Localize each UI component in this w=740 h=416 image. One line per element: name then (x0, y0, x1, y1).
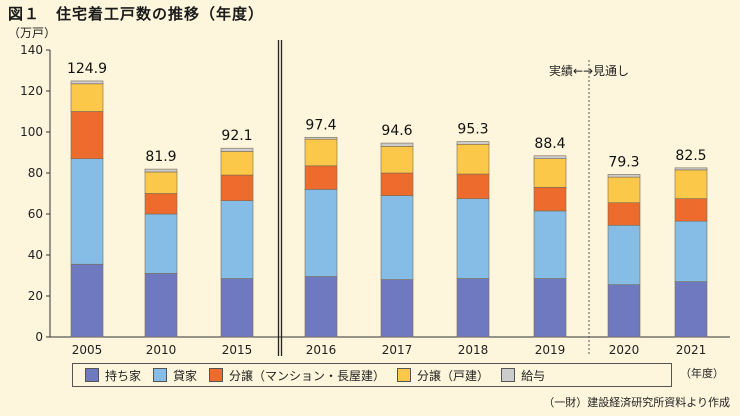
y-axis-unit: （万戸） (8, 26, 57, 40)
bar-segment (607, 224, 641, 286)
bar-segment (70, 158, 104, 265)
bar-segment (144, 168, 178, 173)
legend-swatch (501, 368, 516, 382)
bar-segment (607, 176, 641, 204)
legend-item: 分譲（マンション・長屋建） (209, 367, 385, 384)
bar-segment (304, 276, 338, 338)
total-label: 94.6 (381, 123, 412, 139)
bar-segment (380, 142, 414, 147)
bar-segment (533, 278, 567, 338)
x-axis-unit: （年度） (680, 367, 724, 380)
bar-segment (304, 137, 338, 140)
legend-swatch (85, 368, 99, 382)
chart-title: 図１ 住宅着工戸数の推移（年度） (8, 5, 265, 23)
y-tick-label: 120 (20, 84, 43, 98)
x-tick-label: 2017 (382, 343, 413, 357)
bar-segment (220, 200, 254, 279)
x-tick-label: 2019 (535, 343, 566, 357)
bar-segment (533, 210, 567, 279)
bar-segment (70, 80, 104, 85)
legend-label: 分譲（マンション・長屋建） (229, 368, 386, 383)
legend-item: 持ち家 (85, 367, 141, 384)
y-tick-label: 140 (20, 43, 43, 57)
legend-item: 給与 (501, 367, 545, 384)
bar-segment (220, 278, 254, 338)
bar-segment (674, 198, 708, 222)
y-tick-label: 100 (20, 125, 43, 139)
legend-label: 貸家 (173, 368, 198, 383)
bar-segment (144, 171, 178, 194)
bar-segment (144, 213, 178, 274)
legend-item: 分譲（戸建） (397, 367, 489, 384)
bar-segment (607, 174, 641, 178)
bar-segment (533, 158, 567, 188)
total-label: 79.3 (608, 154, 639, 170)
bar-segment (380, 172, 414, 196)
x-tick-label: 2018 (458, 343, 489, 357)
bar-segment (456, 278, 490, 338)
bar-segment (220, 147, 254, 152)
bar-segment (380, 279, 414, 338)
stacked-bar-chart: 0 20 40 60 80 100 120 140 実績←→見通し 124.9 2005 81.9 2… (20, 40, 730, 357)
bar-segment (456, 173, 490, 199)
bar-segment (674, 169, 708, 199)
bar-segment (70, 111, 104, 159)
bar-segment (456, 141, 490, 145)
legend-label: 持ち家 (105, 368, 142, 383)
y-tick-label: 80 (28, 166, 43, 180)
legend: 持ち家 貸家 分譲（マンション・長屋建） 分譲（戸建） 給与 (72, 363, 672, 387)
x-tick-label: 2010 (146, 343, 177, 357)
bar-segment (607, 284, 641, 338)
total-label: 97.4 (305, 117, 336, 133)
x-tick-label: 2020 (609, 343, 640, 357)
legend-swatch (209, 368, 224, 382)
bar-segment (533, 187, 567, 212)
total-label: 82.5 (675, 148, 706, 164)
total-label: 124.9 (67, 61, 107, 77)
bar-segment (304, 138, 338, 167)
source-note: （一財）建設経済研究所資料より作成 (543, 396, 730, 409)
forecast-label: 実績←→見通し (549, 63, 629, 78)
total-label: 95.3 (457, 122, 488, 138)
x-tick-label: 2021 (676, 343, 707, 357)
y-tick-label: 20 (28, 289, 43, 303)
x-tick-label: 2015 (222, 343, 253, 357)
bar-segment (533, 155, 567, 159)
bar-segment (456, 198, 490, 279)
bar-segment (220, 151, 254, 176)
bar-segment (674, 167, 708, 171)
bar-segment (220, 174, 254, 201)
bar-segment (304, 165, 338, 190)
bar-segment (607, 202, 641, 226)
legend-swatch (153, 368, 168, 382)
bar-segment (304, 189, 338, 277)
legend-label: 給与 (521, 368, 546, 383)
bar-segment (70, 263, 104, 338)
total-label: 81.9 (145, 149, 176, 165)
bar-segment (144, 193, 178, 215)
y-tick-label: 60 (28, 207, 43, 221)
bar-segment (380, 146, 414, 174)
bar-segment (674, 220, 708, 282)
bar-segment (456, 144, 490, 175)
total-label: 88.4 (534, 136, 565, 152)
legend-item: 貸家 (153, 367, 197, 384)
bar-segment (674, 281, 708, 338)
legend-label: 分譲（戸建） (417, 368, 490, 383)
bar-segment (70, 83, 104, 112)
x-tick-label: 2005 (72, 343, 103, 357)
legend-swatch (397, 368, 412, 382)
bar-segment (380, 195, 414, 280)
x-tick-label: 2016 (306, 343, 337, 357)
y-tick-label: 0 (35, 330, 43, 344)
y-tick-label: 40 (28, 248, 43, 262)
bar-segment (144, 273, 178, 338)
total-label: 92.1 (221, 128, 252, 144)
